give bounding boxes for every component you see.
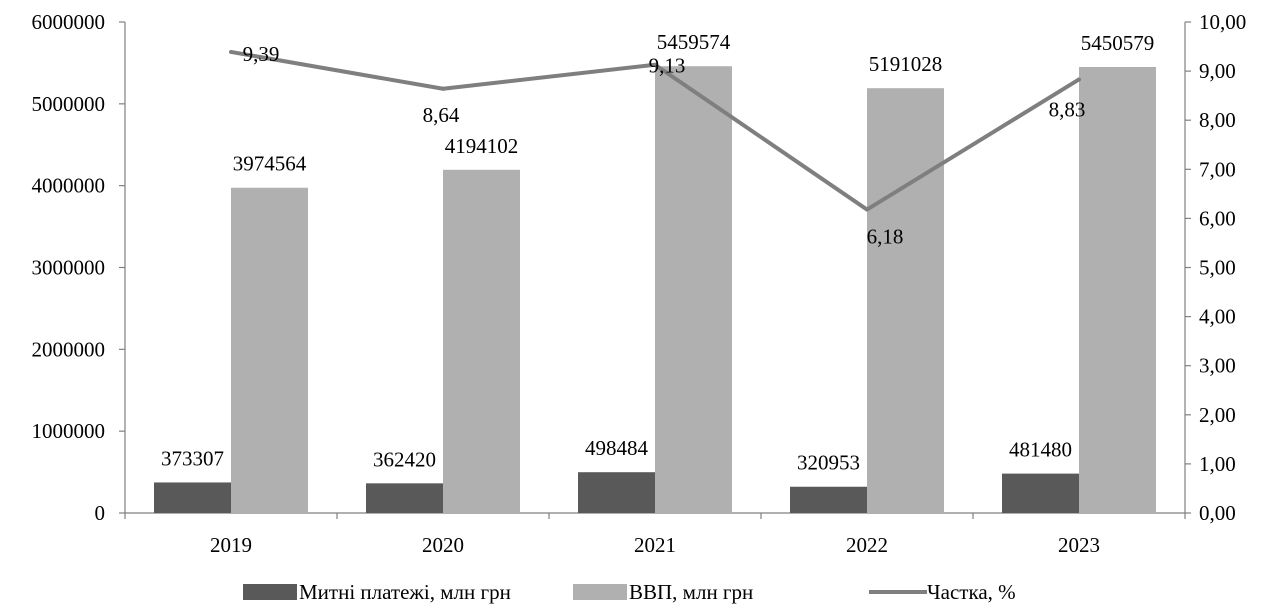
left-tick-label: 1000000: [32, 419, 106, 443]
x-tick-label-2022: 2022: [846, 533, 888, 557]
customs-bar-2021: [578, 472, 655, 513]
share-value-label-2020: 8,64: [423, 103, 460, 127]
share-value-label-2023: 8,83: [1049, 97, 1086, 121]
left-tick-label: 3000000: [32, 256, 106, 280]
gdp-bar-2020: [443, 169, 520, 513]
right-tick-label: 3,00: [1199, 354, 1236, 378]
gdp-value-label-2023: 5450579: [1081, 31, 1155, 55]
gdp-value-label-2019: 3974564: [233, 152, 307, 176]
data-labels: 373307 362420 498484 320953 481480 3974564 419…: [161, 30, 1154, 475]
gdp-value-label-2022: 5191028: [869, 52, 943, 76]
share-value-label-2022: 6,18: [867, 225, 904, 249]
left-tick-label: 2000000: [32, 337, 106, 361]
right-tick-label: 8,00: [1199, 108, 1236, 132]
right-tick-label: 7,00: [1199, 157, 1236, 181]
customs-bar-2019: [154, 482, 231, 513]
bars: [154, 66, 1156, 514]
customs-bar-2022: [790, 486, 867, 513]
legend-gdp-label: ВВП, млн грн: [629, 580, 753, 604]
right-tick-label: 9,00: [1199, 59, 1236, 83]
share-value-label-2021: 9,13: [649, 54, 686, 78]
share-value-label-2019: 9,39: [243, 42, 280, 66]
gdp-bar-2019: [231, 187, 308, 514]
left-tick-label: 5000000: [32, 92, 106, 116]
gdp-bar-2021: [655, 66, 732, 514]
right-tick-label: 1,00: [1199, 452, 1236, 476]
axes: 0 1000000 2000000 3000000 4000000 5000000 6000…: [32, 10, 1247, 557]
legend: Митні платежі, млн грн ВВП, млн грн Частка…: [243, 580, 1016, 604]
customs-value-label-2019: 373307: [161, 446, 224, 470]
legend-customs-label: Митні платежі, млн грн: [299, 580, 511, 604]
legend-share-label: Частка, %: [927, 580, 1016, 604]
left-tick-label: 4000000: [32, 174, 106, 198]
x-tick-label-2019: 2019: [210, 533, 252, 557]
right-tick-label: 2,00: [1199, 403, 1236, 427]
legend-customs-swatch: [243, 584, 297, 600]
right-tick-label: 5,00: [1199, 256, 1236, 280]
share-point-2023: [1077, 77, 1081, 82]
left-tick-label: 0: [95, 501, 106, 525]
gdp-bar-2022: [867, 88, 944, 514]
legend-gdp-swatch: [573, 584, 627, 600]
customs-value-label-2021: 498484: [585, 436, 649, 460]
share-point-2022: [865, 207, 869, 212]
customs-bar-2023: [1002, 473, 1079, 513]
x-tick-label-2023: 2023: [1058, 533, 1100, 557]
x-tick-label-2021: 2021: [634, 533, 676, 557]
gdp-bar-2023: [1079, 66, 1156, 514]
gdp-value-label-2020: 4194102: [445, 134, 519, 158]
right-tick-label: 6,00: [1199, 206, 1236, 230]
share-point-2019: [229, 49, 233, 54]
right-tick-label: 0,00: [1199, 501, 1236, 525]
share-line: [229, 49, 1081, 212]
share-point-2020: [441, 86, 445, 91]
customs-value-label-2023: 481480: [1009, 438, 1072, 462]
customs-value-label-2020: 362420: [373, 447, 436, 471]
right-tick-label: 10,00: [1199, 10, 1246, 34]
customs-bar-2020: [366, 483, 443, 513]
right-tick-label: 4,00: [1199, 305, 1236, 329]
share-point-2021: [653, 62, 657, 67]
gdp-value-label-2021: 5459574: [657, 30, 731, 54]
customs-value-label-2022: 320953: [797, 451, 860, 475]
left-tick-label: 6000000: [32, 10, 106, 34]
x-tick-label-2020: 2020: [422, 533, 464, 557]
